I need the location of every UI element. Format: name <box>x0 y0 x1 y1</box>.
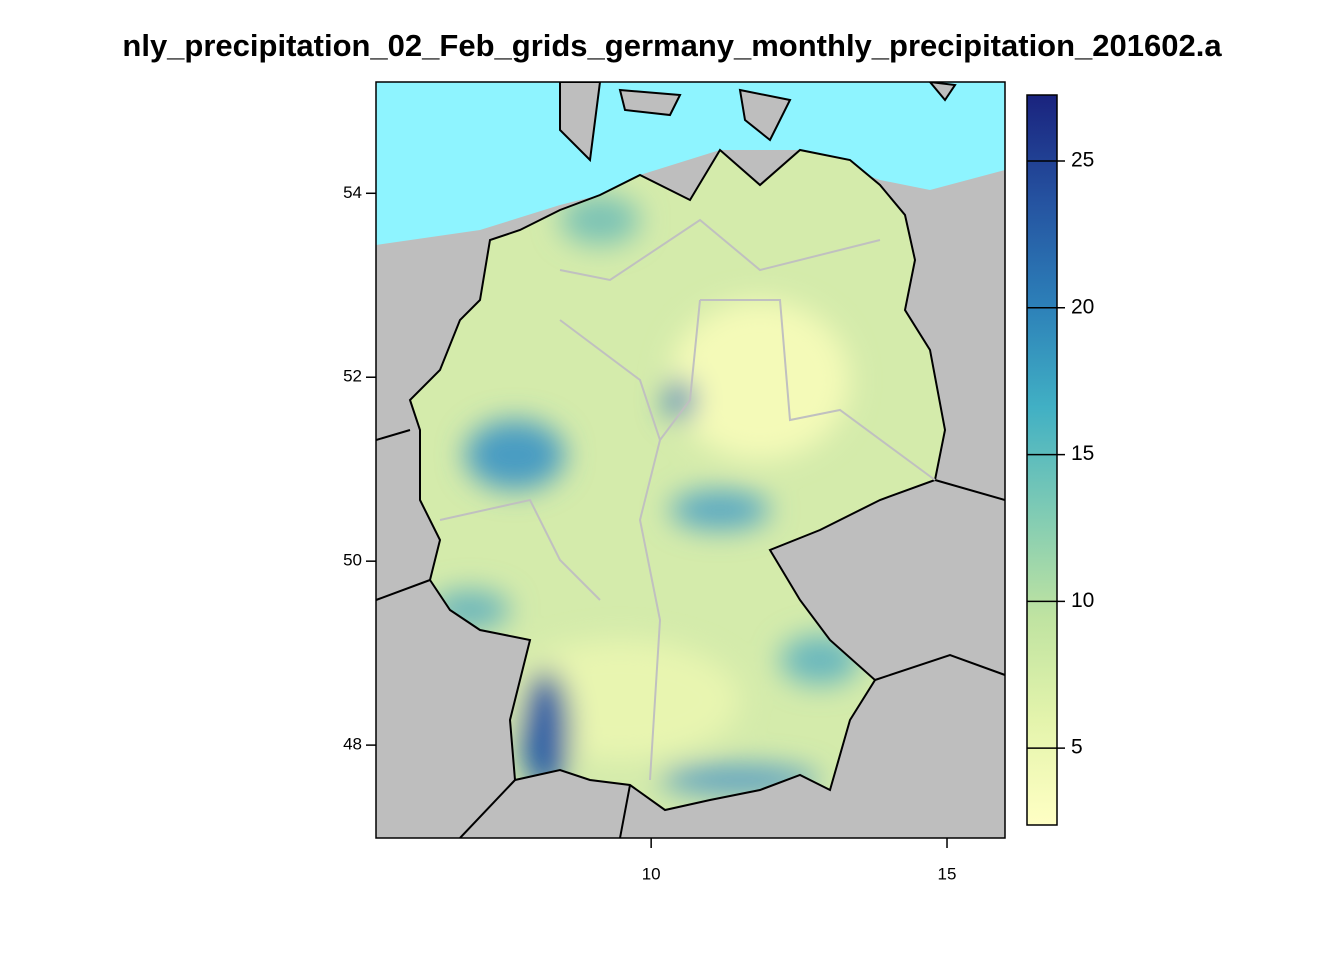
y-tick-label: 54 <box>343 183 362 202</box>
state-borders <box>439 218 936 781</box>
colorbar-tick-label: 5 <box>1071 736 1083 759</box>
map <box>376 82 1005 838</box>
sea <box>376 82 1005 245</box>
neighbor-borders <box>376 429 1005 838</box>
x-tick-label: 10 <box>642 864 661 883</box>
chart-title: nly_precipitation_02_Feb_grids_germany_m… <box>122 28 1222 63</box>
islands <box>559 82 957 163</box>
border <box>408 148 947 812</box>
x-tick-label: 15 <box>938 864 957 883</box>
colorbar-tick-label: 15 <box>1071 442 1094 465</box>
y-tick-label: 52 <box>343 367 362 386</box>
colorbar <box>1026 94 1058 826</box>
colorbar-tick-label: 10 <box>1071 589 1094 612</box>
y-tick-label: 48 <box>343 735 362 754</box>
germany <box>410 150 945 810</box>
colorbar-tick-label: 25 <box>1071 149 1094 172</box>
y-tick-label: 50 <box>343 551 362 570</box>
plot-frame <box>375 81 1006 839</box>
colorbar-tick-label: 20 <box>1071 295 1094 318</box>
